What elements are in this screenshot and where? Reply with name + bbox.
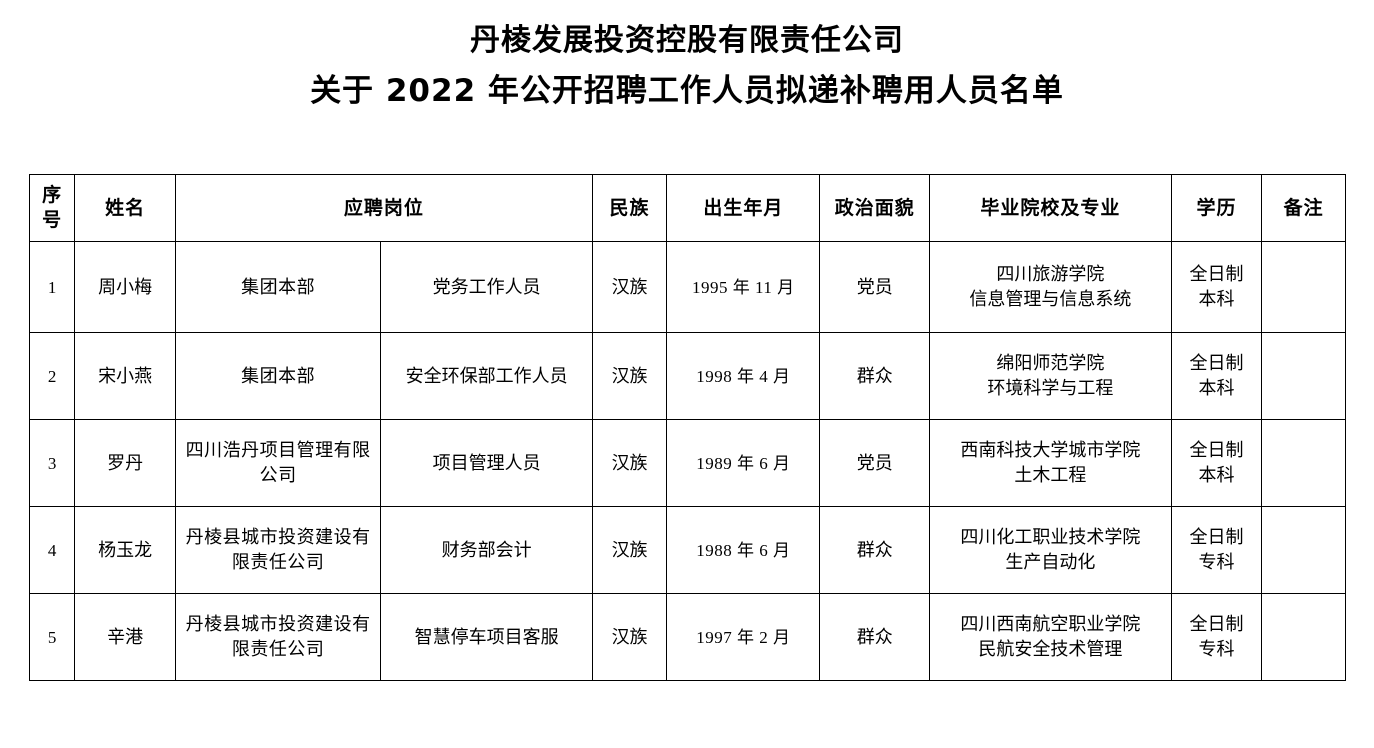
cell-degree: 全日制 专科	[1170, 506, 1263, 594]
degree-line-2: 本科	[1198, 289, 1235, 310]
school-name: 四川旅游学院	[996, 264, 1105, 285]
cell-birth: 1995 年 11 月	[666, 241, 821, 333]
degree-line-2: 本科	[1198, 465, 1235, 486]
school-name: 四川化工职业技术学院	[960, 527, 1141, 548]
column-header-post: 应聘岗位	[174, 174, 593, 242]
school-name: 绵阳师范学院	[996, 353, 1105, 374]
cell-remark	[1261, 241, 1346, 333]
cell-remark	[1261, 506, 1346, 594]
degree-line-2: 专科	[1198, 552, 1235, 573]
cell-ethnic: 汉族	[591, 419, 668, 507]
table-row: 1 周小梅 集团本部 党务工作人员 汉族 1995 年 11 月 党员 四川旅游…	[28, 241, 1346, 333]
cell-birth: 1989 年 6 月	[666, 419, 821, 507]
table-row: 4 杨玉龙 丹棱县城市投资建设有限责任公司 财务部会计 汉族 1988 年 6 …	[28, 506, 1346, 594]
cell-post: 项目管理人员	[380, 419, 593, 507]
cell-seq: 3	[28, 419, 76, 507]
document-title: 丹棱发展投资控股有限责任公司 关于 2022 年公开招聘工作人员拟递补聘用人员名…	[0, 0, 1374, 116]
column-header-ethnic: 民族	[591, 174, 668, 242]
cell-unit: 丹棱县城市投资建设有限责任公司	[174, 593, 382, 681]
cell-birth: 1997 年 2 月	[666, 593, 821, 681]
school-name: 四川西南航空职业学院	[960, 614, 1141, 635]
column-header-birth: 出生年月	[666, 174, 821, 242]
cell-degree: 全日制 本科	[1170, 419, 1263, 507]
table-header-row: 序号 姓名 应聘岗位 民族 出生年月 政治面貌 毕业院校及专业 学历 备注	[28, 174, 1346, 242]
school-name: 西南科技大学城市学院	[960, 440, 1141, 461]
degree-line-1: 全日制	[1189, 527, 1244, 548]
cell-unit: 集团本部	[174, 241, 382, 333]
column-header-party: 政治面貌	[819, 174, 931, 242]
degree-line-1: 全日制	[1189, 353, 1244, 374]
table-row: 5 辛港 丹棱县城市投资建设有限责任公司 智慧停车项目客服 汉族 1997 年 …	[28, 593, 1346, 681]
column-header-remark: 备注	[1261, 174, 1346, 242]
cell-post: 智慧停车项目客服	[380, 593, 593, 681]
cell-school: 四川旅游学院 信息管理与信息系统	[929, 241, 1172, 333]
cell-seq: 1	[28, 241, 76, 333]
cell-ethnic: 汉族	[591, 593, 668, 681]
column-header-school: 毕业院校及专业	[929, 174, 1172, 242]
cell-seq: 5	[28, 593, 76, 681]
cell-post: 党务工作人员	[380, 241, 593, 333]
roster-table-wrapper: 序号 姓名 应聘岗位 民族 出生年月 政治面貌 毕业院校及专业 学历 备注 1 …	[28, 174, 1346, 681]
column-header-seq: 序号	[28, 174, 76, 242]
degree-line-1: 全日制	[1189, 440, 1244, 461]
cell-ethnic: 汉族	[591, 241, 668, 333]
table-row: 2 宋小燕 集团本部 安全环保部工作人员 汉族 1998 年 4 月 群众 绵阳…	[28, 332, 1346, 420]
column-header-name: 姓名	[74, 174, 176, 242]
cell-name: 周小梅	[74, 241, 176, 333]
cell-ethnic: 汉族	[591, 506, 668, 594]
table-body: 1 周小梅 集团本部 党务工作人员 汉族 1995 年 11 月 党员 四川旅游…	[28, 241, 1346, 681]
degree-line-1: 全日制	[1189, 264, 1244, 285]
cell-school: 西南科技大学城市学院 土木工程	[929, 419, 1172, 507]
cell-remark	[1261, 332, 1346, 420]
column-header-degree: 学历	[1170, 174, 1263, 242]
cell-seq: 4	[28, 506, 76, 594]
cell-school: 四川化工职业技术学院 生产自动化	[929, 506, 1172, 594]
cell-unit: 集团本部	[174, 332, 382, 420]
cell-post: 财务部会计	[380, 506, 593, 594]
cell-name: 杨玉龙	[74, 506, 176, 594]
degree-line-2: 本科	[1198, 378, 1235, 399]
school-major: 土木工程	[1014, 465, 1087, 486]
cell-degree: 全日制 本科	[1170, 332, 1263, 420]
school-major: 信息管理与信息系统	[969, 289, 1132, 310]
cell-party: 群众	[819, 506, 931, 594]
table-header: 序号 姓名 应聘岗位 民族 出生年月 政治面貌 毕业院校及专业 学历 备注	[28, 174, 1346, 242]
cell-ethnic: 汉族	[591, 332, 668, 420]
school-major: 民航安全技术管理	[978, 639, 1123, 660]
school-major: 生产自动化	[1005, 552, 1096, 573]
cell-birth: 1998 年 4 月	[666, 332, 821, 420]
cell-school: 四川西南航空职业学院 民航安全技术管理	[929, 593, 1172, 681]
degree-line-1: 全日制	[1189, 614, 1244, 635]
cell-post: 安全环保部工作人员	[380, 332, 593, 420]
cell-unit: 丹棱县城市投资建设有限责任公司	[174, 506, 382, 594]
school-major: 环境科学与工程	[987, 378, 1114, 399]
cell-party: 党员	[819, 241, 931, 333]
cell-seq: 2	[28, 332, 76, 420]
cell-name: 宋小燕	[74, 332, 176, 420]
table-row: 3 罗丹 四川浩丹项目管理有限公司 项目管理人员 汉族 1989 年 6 月 党…	[28, 419, 1346, 507]
cell-degree: 全日制 本科	[1170, 241, 1263, 333]
cell-party: 群众	[819, 332, 931, 420]
cell-name: 罗丹	[74, 419, 176, 507]
cell-degree: 全日制 专科	[1170, 593, 1263, 681]
title-line-1: 丹棱发展投资控股有限责任公司	[470, 23, 904, 58]
cell-name: 辛港	[74, 593, 176, 681]
cell-remark	[1261, 593, 1346, 681]
cell-school: 绵阳师范学院 环境科学与工程	[929, 332, 1172, 420]
cell-birth: 1988 年 6 月	[666, 506, 821, 594]
degree-line-2: 专科	[1198, 639, 1235, 660]
cell-unit: 四川浩丹项目管理有限公司	[174, 419, 382, 507]
cell-remark	[1261, 419, 1346, 507]
cell-party: 党员	[819, 419, 931, 507]
cell-party: 群众	[819, 593, 931, 681]
roster-table: 序号 姓名 应聘岗位 民族 出生年月 政治面貌 毕业院校及专业 学历 备注 1 …	[28, 174, 1346, 681]
title-line-2: 关于 2022 年公开招聘工作人员拟递补聘用人员名单	[310, 73, 1064, 109]
